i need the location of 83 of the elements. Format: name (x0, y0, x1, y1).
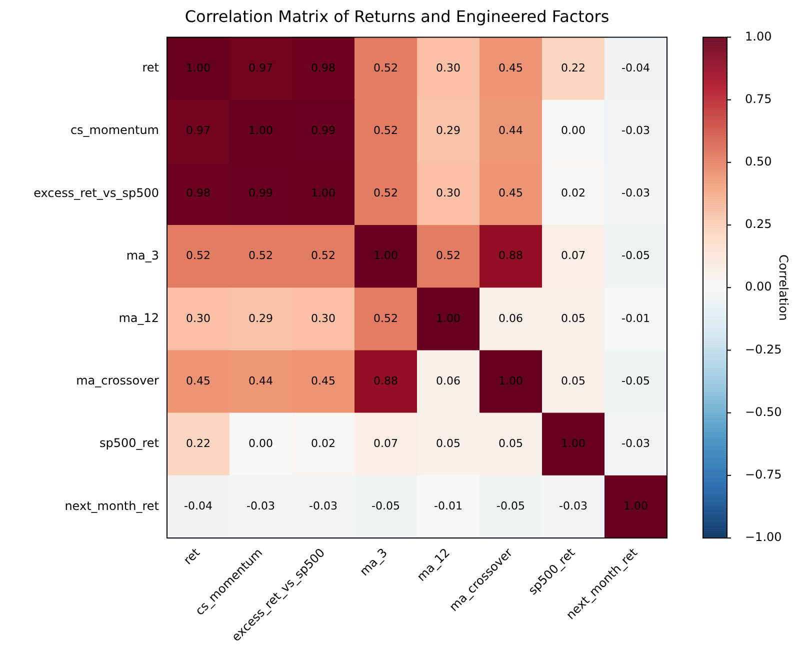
color-bar-label: 0.50 (745, 154, 772, 169)
data-label: 0.52 (186, 249, 210, 262)
data-label: 0.52 (374, 124, 398, 137)
data-label: 0.45 (498, 186, 523, 200)
data-label: -0.05 (622, 374, 650, 388)
data-label: 0.07 (374, 436, 398, 450)
data-label: 0.22 (561, 61, 586, 74)
y-tick-label: ma_3 (126, 248, 159, 262)
data-label: 1.00 (311, 186, 336, 200)
color-bar-title: Correlation (776, 254, 791, 321)
data-label: 0.29 (248, 312, 273, 325)
y-tick-label: excess_ret_vs_sp500 (34, 186, 159, 200)
data-label: 1.00 (374, 249, 398, 262)
color-bar-label: 0.00 (745, 280, 772, 294)
data-label: 0.52 (374, 186, 398, 200)
data-label: -0.04 (184, 500, 212, 513)
color-bar-label: −1.00 (745, 530, 782, 544)
y-tick-label: ret (142, 60, 160, 75)
data-label: 0.45 (186, 374, 210, 388)
data-label: 0.45 (311, 374, 336, 388)
data-label: 0.98 (311, 61, 336, 74)
data-label: 0.05 (561, 374, 586, 388)
data-label: 0.45 (498, 61, 523, 74)
y-tick-label: ma_12 (118, 311, 159, 326)
data-label: 0.88 (374, 374, 398, 388)
data-label: 0.44 (248, 374, 273, 388)
data-label: -0.01 (622, 312, 650, 325)
y-tick-label: cs_momentum (70, 123, 159, 138)
color-bar-label: −0.25 (745, 342, 782, 356)
data-label: 0.29 (436, 124, 460, 137)
data-label: 0.99 (248, 186, 273, 200)
data-label: 0.88 (498, 249, 523, 262)
data-label: -0.05 (496, 500, 525, 513)
data-label: 0.52 (436, 249, 460, 262)
data-label: 0.07 (561, 249, 586, 262)
data-label: 0.05 (498, 436, 523, 450)
data-label: -0.04 (622, 61, 650, 74)
data-label: -0.03 (559, 500, 588, 513)
data-label: 0.97 (186, 124, 210, 137)
data-label: 1.00 (624, 500, 648, 513)
data-label: -0.05 (372, 500, 400, 513)
data-label: 0.00 (561, 124, 586, 137)
data-label: 1.00 (186, 61, 210, 74)
data-label: 0.52 (311, 249, 336, 262)
data-label: 0.30 (436, 186, 460, 200)
color-bar-label: −0.75 (745, 468, 782, 482)
data-label: 0.52 (374, 61, 398, 74)
chart-title: Correlation Matrix of Returns and Engineered Factors (184, 6, 610, 26)
data-label: 1.00 (436, 312, 460, 325)
data-label: 0.00 (248, 436, 273, 450)
data-label: -0.03 (622, 186, 650, 200)
data-label: 0.52 (374, 312, 398, 325)
data-label: 0.97 (248, 61, 273, 74)
data-label: 1.00 (561, 436, 586, 450)
color-bar-label: 0.25 (745, 217, 772, 232)
y-tick-label: next_month_ret (64, 498, 160, 513)
data-label: 0.30 (436, 61, 460, 74)
data-label: 0.30 (311, 312, 336, 325)
color-bar-label: −0.50 (745, 404, 782, 419)
data-label: 0.98 (186, 186, 210, 200)
data-label: 0.05 (436, 436, 460, 450)
y-tick-label: sp500_ret (99, 436, 160, 450)
data-label: -0.03 (246, 500, 275, 513)
data-label: 0.02 (561, 186, 586, 200)
data-label: 0.99 (311, 124, 336, 137)
data-label: 0.06 (498, 312, 523, 325)
data-label: 0.02 (311, 436, 336, 450)
y-tick-label: ma_crossover (76, 374, 160, 388)
data-label: -0.03 (622, 124, 650, 137)
data-label: -0.03 (622, 436, 650, 450)
data-label: 0.52 (248, 249, 273, 262)
color-bar-label: 1.00 (745, 29, 772, 44)
data-label: -0.01 (434, 500, 462, 513)
color-bar-label: 0.75 (745, 92, 772, 106)
data-label: 0.05 (561, 312, 586, 325)
data-label: 1.00 (498, 374, 523, 388)
data-label: -0.05 (622, 249, 650, 262)
data-label: 1.00 (248, 124, 273, 137)
data-label: 0.22 (186, 436, 210, 450)
data-label: 0.30 (186, 312, 210, 325)
data-label: 0.44 (498, 124, 523, 137)
data-label: -0.03 (309, 500, 338, 513)
data-label: 0.06 (436, 374, 460, 388)
